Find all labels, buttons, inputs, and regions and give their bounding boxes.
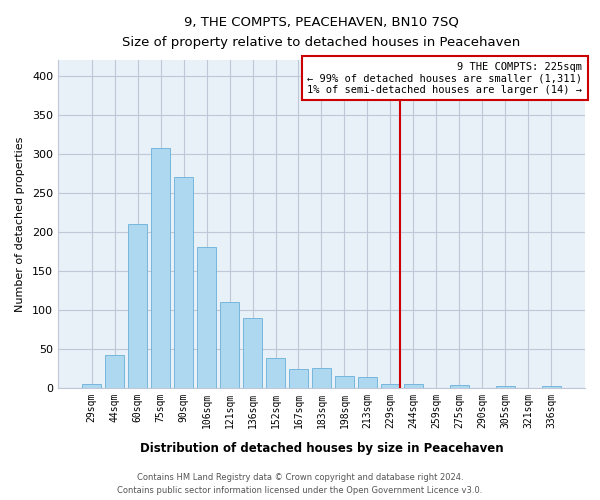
- Bar: [105, 355, 124, 388]
- Bar: [496, 386, 515, 388]
- Text: 9 THE COMPTS: 225sqm
← 99% of detached houses are smaller (1,311)
1% of semi-det: 9 THE COMPTS: 225sqm ← 99% of detached h…: [307, 62, 583, 94]
- Bar: [404, 384, 423, 388]
- Bar: [311, 368, 331, 388]
- Title: 9, THE COMPTS, PEACEHAVEN, BN10 7SQ
Size of property relative to detached houses: 9, THE COMPTS, PEACEHAVEN, BN10 7SQ Size…: [122, 15, 521, 49]
- Bar: [128, 224, 148, 388]
- Bar: [174, 177, 193, 388]
- Bar: [335, 376, 354, 388]
- Bar: [82, 384, 101, 388]
- Bar: [542, 386, 561, 388]
- Bar: [289, 370, 308, 388]
- X-axis label: Distribution of detached houses by size in Peacehaven: Distribution of detached houses by size …: [140, 442, 503, 455]
- Bar: [266, 358, 285, 388]
- Y-axis label: Number of detached properties: Number of detached properties: [15, 136, 25, 312]
- Bar: [380, 384, 400, 388]
- Bar: [449, 385, 469, 388]
- Bar: [220, 302, 239, 388]
- Bar: [197, 248, 217, 388]
- Bar: [358, 377, 377, 388]
- Text: Contains HM Land Registry data © Crown copyright and database right 2024.
Contai: Contains HM Land Registry data © Crown c…: [118, 474, 482, 495]
- Bar: [243, 318, 262, 388]
- Bar: [151, 148, 170, 388]
